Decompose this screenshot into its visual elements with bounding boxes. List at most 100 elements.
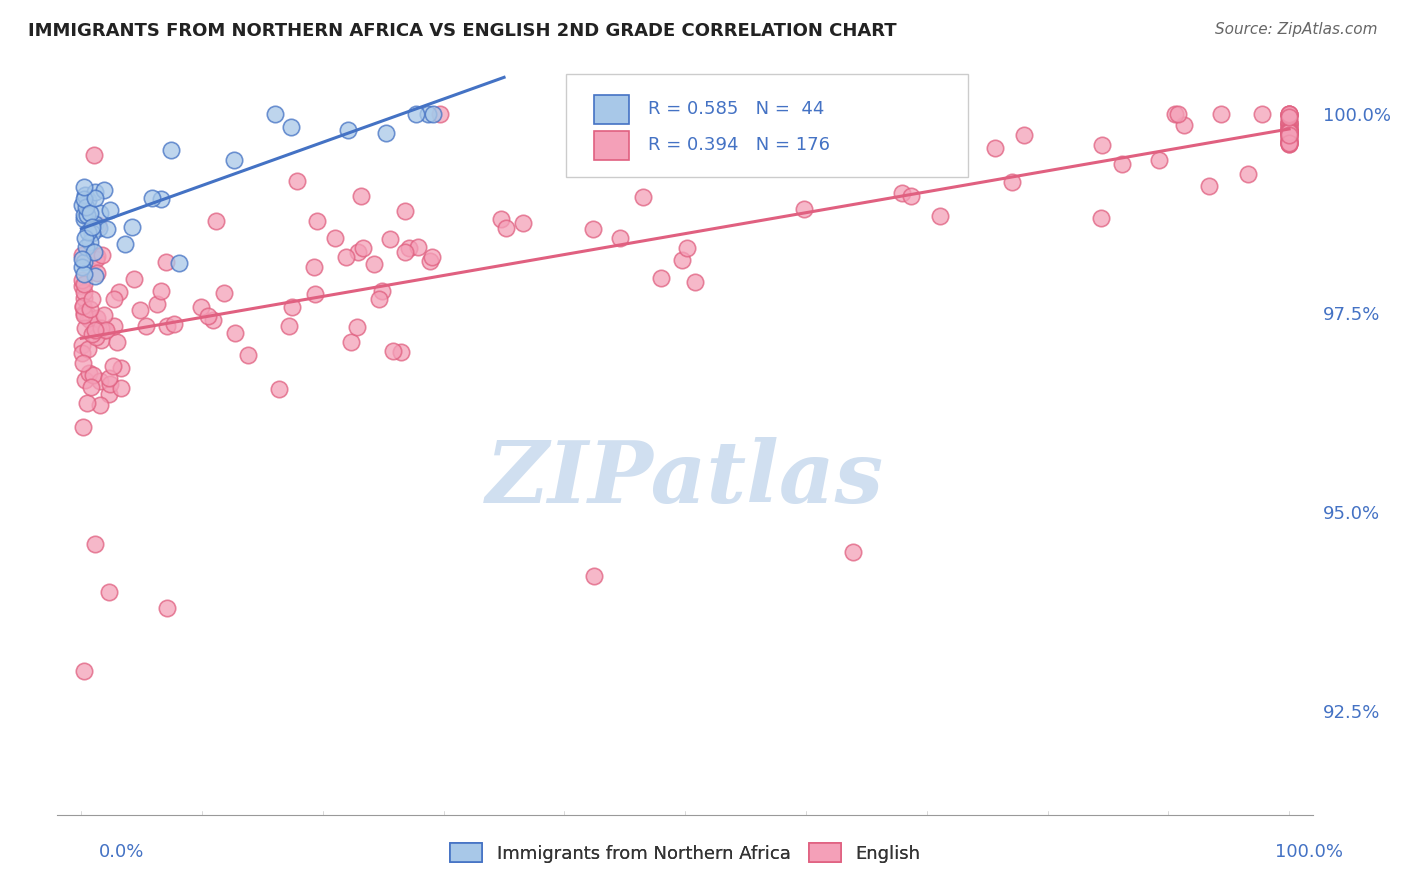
Point — [278, 318, 301, 333]
Point — [93, 323, 115, 337]
Point — [80, 220, 103, 235]
Point — [73, 306, 96, 320]
Point — [89, 206, 111, 220]
Point — [155, 254, 177, 268]
Point — [72, 300, 94, 314]
Point — [84, 185, 107, 199]
Point — [83, 148, 105, 162]
Point — [86, 310, 108, 325]
Point — [1278, 134, 1301, 148]
Text: R = 0.585   N =  44: R = 0.585 N = 44 — [648, 101, 824, 119]
Point — [280, 120, 302, 134]
Point — [83, 191, 105, 205]
Point — [263, 107, 285, 121]
Point — [685, 275, 707, 289]
Point — [238, 348, 260, 362]
Point — [491, 211, 513, 226]
Point — [340, 334, 363, 349]
Point — [1278, 136, 1301, 151]
Point — [73, 255, 96, 269]
Point — [83, 217, 105, 231]
Point — [890, 186, 912, 200]
Point — [1278, 136, 1301, 150]
Point — [1209, 107, 1232, 121]
Point — [1278, 110, 1301, 124]
Point — [1173, 118, 1195, 132]
Point — [1278, 136, 1301, 150]
Text: R = 0.394   N = 176: R = 0.394 N = 176 — [648, 136, 830, 154]
Point — [87, 218, 110, 232]
Point — [1278, 135, 1301, 149]
Point — [73, 231, 96, 245]
Point — [281, 301, 304, 315]
Point — [337, 123, 360, 137]
Point — [70, 198, 93, 212]
Point — [73, 277, 96, 291]
Point — [75, 240, 97, 254]
Point — [83, 244, 105, 259]
Point — [224, 326, 246, 340]
Point — [1278, 118, 1301, 132]
Point — [1278, 128, 1301, 142]
Point — [160, 144, 183, 158]
Point — [866, 107, 889, 121]
Point — [156, 600, 179, 615]
Point — [346, 320, 368, 334]
Point — [108, 285, 131, 299]
Point — [73, 267, 96, 281]
Point — [76, 342, 98, 356]
Point — [1278, 128, 1301, 143]
Point — [80, 293, 103, 307]
Point — [512, 216, 534, 230]
Point — [72, 346, 94, 360]
Point — [1278, 124, 1301, 138]
Point — [1198, 178, 1220, 193]
Point — [631, 190, 654, 204]
Point — [73, 212, 96, 227]
Point — [1278, 127, 1301, 141]
Point — [73, 285, 96, 299]
Text: IMMIGRANTS FROM NORTHERN AFRICA VS ENGLISH 2ND GRADE CORRELATION CHART: IMMIGRANTS FROM NORTHERN AFRICA VS ENGLI… — [28, 22, 897, 40]
Text: Source: ZipAtlas.com: Source: ZipAtlas.com — [1215, 22, 1378, 37]
Point — [103, 319, 125, 334]
Point — [398, 241, 420, 255]
Point — [1278, 110, 1301, 124]
Point — [307, 213, 329, 227]
Point — [1236, 167, 1258, 181]
Point — [1278, 123, 1301, 137]
Point — [1278, 107, 1301, 121]
Point — [76, 311, 98, 326]
Point — [93, 308, 115, 322]
Point — [1278, 118, 1301, 132]
Point — [811, 114, 834, 128]
Point — [70, 338, 93, 352]
Point — [114, 236, 136, 251]
Point — [150, 284, 173, 298]
Point — [1278, 126, 1301, 140]
Point — [76, 208, 98, 222]
Point — [1149, 153, 1171, 167]
Point — [83, 268, 105, 283]
Point — [93, 184, 115, 198]
Point — [98, 376, 121, 391]
Point — [70, 260, 93, 274]
Point — [89, 374, 111, 388]
Point — [422, 107, 444, 121]
Point — [1278, 116, 1301, 130]
Point — [582, 569, 605, 583]
Point — [323, 231, 346, 245]
Point — [110, 360, 132, 375]
Point — [103, 292, 125, 306]
Point — [72, 420, 94, 434]
Point — [929, 209, 952, 223]
Point — [394, 204, 416, 219]
Point — [1278, 124, 1301, 138]
Point — [1278, 136, 1301, 151]
Point — [98, 386, 121, 401]
Point — [110, 381, 132, 395]
Point — [84, 252, 107, 267]
Point — [77, 194, 100, 208]
Point — [389, 344, 412, 359]
Point — [371, 285, 394, 299]
Point — [841, 545, 863, 559]
